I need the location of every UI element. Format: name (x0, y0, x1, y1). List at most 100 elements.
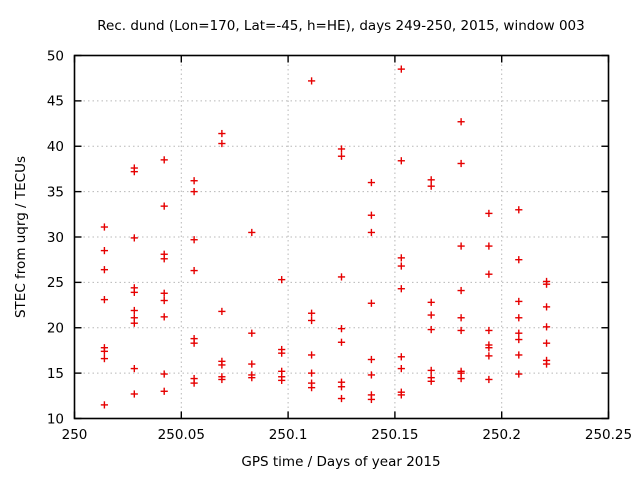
data-point-marker (130, 364, 138, 373)
x-tick-label: 250 (62, 427, 88, 443)
data-point-marker (160, 255, 168, 263)
data-point-marker (248, 228, 256, 237)
data-point-marker (397, 285, 405, 293)
data-point-marker (397, 157, 405, 165)
data-point-marker (457, 286, 465, 295)
data-point-marker (100, 247, 109, 255)
data-point-marker (278, 376, 286, 384)
data-point-marker (427, 377, 435, 385)
y-tick-label: 50 (47, 48, 64, 64)
data-point-marker (100, 223, 109, 231)
data-point-marker (515, 206, 523, 214)
data-point-marker (427, 325, 435, 334)
data-point-marker (130, 390, 138, 398)
data-point-marker (307, 384, 316, 392)
data-point-marker (130, 168, 138, 176)
y-axis-label: STEC from uqrg / TECUs (13, 156, 29, 318)
data-point-marker (100, 296, 109, 304)
data-point-marker (190, 266, 198, 275)
data-point-marker (515, 256, 523, 264)
data-point-marker (160, 313, 168, 321)
data-point-marker (427, 176, 435, 184)
data-point-marker (218, 139, 226, 148)
data-point-marker (457, 374, 465, 383)
data-point-marker (397, 262, 405, 270)
data-point-marker (485, 242, 493, 250)
data-point-marker (337, 338, 346, 346)
data-point-marker (367, 395, 376, 404)
data-point-marker (427, 311, 435, 319)
data-point-marker (397, 364, 405, 373)
data-point-marker (100, 347, 109, 355)
data-point-marker (515, 297, 523, 306)
data-point-marker (427, 366, 435, 375)
data-point-marker (367, 228, 376, 237)
data-point-marker (457, 242, 465, 250)
data-point-marker (307, 351, 316, 359)
data-point-marker (542, 280, 551, 288)
data-point-marker (485, 352, 493, 360)
data-point-marker (307, 369, 316, 377)
y-tick-label: 10 (47, 411, 64, 427)
data-point-marker (515, 335, 523, 344)
data-point-marker (307, 77, 316, 85)
data-point-marker (367, 299, 376, 307)
data-point-marker (542, 323, 551, 331)
data-point-marker (337, 145, 346, 153)
data-point-marker (542, 339, 551, 347)
data-point-marker (485, 375, 493, 384)
data-point-marker (218, 375, 226, 384)
data-point-marker (457, 314, 465, 322)
x-tick-label: 250.15 (371, 427, 418, 443)
y-tick-label: 45 (47, 94, 64, 110)
grid-layer (74, 55, 609, 419)
data-point-marker (485, 209, 493, 218)
data-point-marker (100, 266, 109, 274)
data-point-marker (337, 394, 346, 403)
data-point-marker (130, 319, 138, 327)
data-point-marker (130, 288, 138, 296)
data-point-marker (218, 361, 226, 369)
data-point-marker (248, 360, 256, 368)
y-tick-label: 15 (47, 366, 64, 382)
data-point-marker (397, 65, 405, 73)
data-point-marker (160, 289, 168, 297)
x-tick-label: 250.2 (482, 427, 521, 443)
data-point-marker (485, 326, 493, 335)
data-point-marker (190, 236, 198, 244)
data-point-marker (278, 276, 286, 284)
data-points-layer (100, 65, 551, 409)
data-point-marker (160, 370, 168, 378)
data-point-marker (337, 273, 346, 281)
data-point-marker (160, 296, 168, 305)
y-tick-label: 35 (47, 184, 64, 200)
data-point-marker (278, 349, 286, 357)
data-point-marker (307, 309, 316, 317)
data-point-marker (307, 316, 316, 325)
data-point-marker (100, 401, 109, 409)
data-point-marker (457, 326, 465, 335)
y-tick-label: 40 (47, 139, 64, 155)
data-point-marker (367, 178, 376, 187)
data-point-marker (515, 370, 523, 378)
data-point-marker (248, 329, 256, 337)
plot-border (73, 54, 610, 420)
x-tick-label: 250.1 (269, 427, 308, 443)
y-tick-label: 25 (47, 275, 64, 291)
data-point-marker (337, 325, 346, 333)
x-axis-label: GPS time / Days of year 2015 (241, 454, 440, 470)
data-point-marker (515, 329, 523, 337)
data-point-marker (248, 374, 256, 382)
data-point-marker (160, 387, 168, 395)
data-point-marker (515, 351, 523, 359)
data-point-marker (427, 182, 435, 190)
data-point-marker (190, 188, 198, 196)
data-point-marker (337, 383, 346, 391)
x-tick-label: 250.05 (158, 427, 205, 443)
data-point-marker (160, 156, 168, 164)
data-point-marker (100, 355, 109, 363)
y-tick-label: 30 (47, 230, 64, 246)
data-point-marker (190, 177, 198, 185)
